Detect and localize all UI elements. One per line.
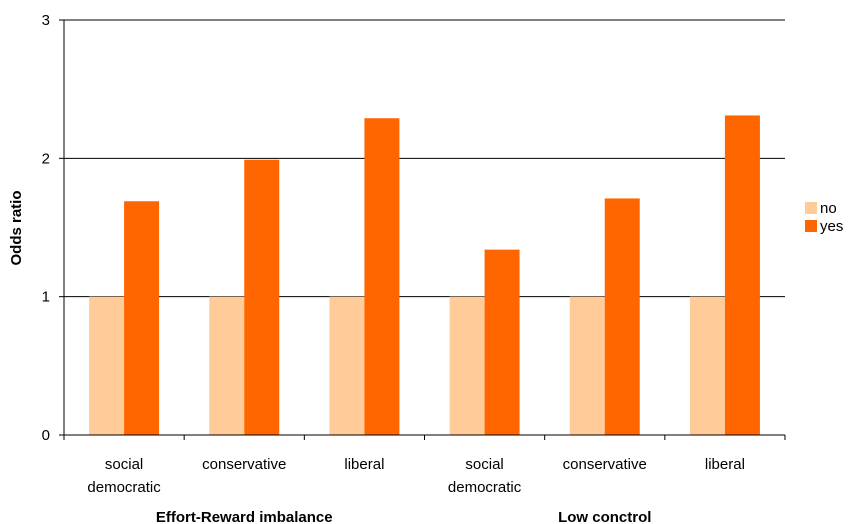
y-tick-label: 3	[42, 12, 50, 29]
bar-no	[689, 296, 725, 435]
gridlines	[64, 19, 785, 298]
group-labels: Effort-Reward imbalance Low conctrol	[156, 509, 652, 524]
y-tick-label: 1	[42, 289, 50, 306]
bar-yes	[604, 198, 640, 435]
bar-no	[449, 296, 485, 435]
legend-swatch-yes	[805, 220, 817, 232]
group-label: Low conctrol	[558, 509, 651, 524]
axes	[59, 19, 786, 440]
category-label: social	[465, 456, 503, 473]
category-label: democratic	[448, 479, 522, 496]
bar-yes	[244, 159, 280, 435]
category-label: social	[105, 456, 143, 473]
bar-yes	[484, 249, 520, 435]
bar-no	[89, 296, 125, 435]
group-label: Effort-Reward imbalance	[156, 509, 333, 524]
x-category-labels: social democratic conservative liberal socia…	[87, 456, 745, 496]
legend-swatch-no	[805, 202, 817, 214]
y-axis-title: Odds ratio	[8, 190, 25, 265]
bar-no	[569, 296, 605, 435]
y-tick-label: 2	[42, 150, 50, 167]
legend-label-yes: yes	[820, 218, 843, 235]
category-label: conservative	[202, 456, 286, 473]
y-tick-labels: 0 1 2 3	[42, 12, 50, 444]
category-label: liberal	[344, 456, 384, 473]
legend-label-no: no	[820, 200, 837, 217]
bars	[89, 115, 760, 435]
bar-no	[209, 296, 245, 435]
bar-yes	[724, 115, 760, 435]
bar-yes	[364, 118, 400, 435]
bar-no	[329, 296, 365, 435]
category-label: democratic	[87, 479, 161, 496]
category-label: conservative	[563, 456, 647, 473]
bar-yes	[124, 201, 160, 435]
y-tick-label: 0	[42, 427, 50, 444]
category-label: liberal	[705, 456, 745, 473]
